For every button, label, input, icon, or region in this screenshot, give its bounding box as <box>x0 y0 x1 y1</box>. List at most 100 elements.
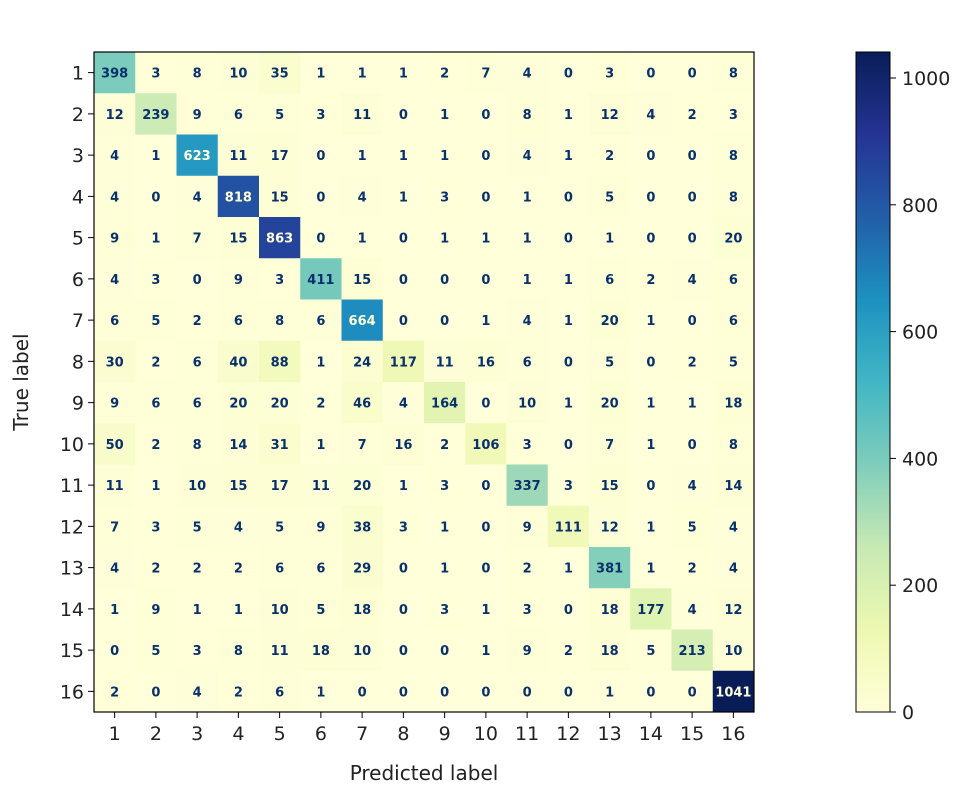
heatmap-cell <box>465 93 507 135</box>
cell-value-label: 0 <box>481 520 490 535</box>
cell-value-label: 411 <box>307 273 334 288</box>
cell-value-label: 2 <box>688 108 697 123</box>
cell-value-label: 12 <box>724 603 742 618</box>
cell-value-label: 1 <box>151 149 160 164</box>
cell-value-label: 6 <box>234 314 243 329</box>
heatmap-cell <box>465 340 507 383</box>
heatmap-cell <box>424 175 466 218</box>
heatmap-cell <box>300 464 342 507</box>
heatmap-cell <box>382 340 425 383</box>
cell-value-label: 0 <box>688 232 697 247</box>
heatmap-cell <box>300 547 342 589</box>
cell-value-label: 5 <box>151 644 160 659</box>
cell-value-label: 0 <box>564 603 573 618</box>
colorbar-tick-label: 1000 <box>902 68 950 90</box>
heatmap-cell <box>382 258 425 300</box>
cell-value-label: 6 <box>316 314 325 329</box>
heatmap-cell <box>506 505 549 548</box>
heatmap-cell <box>382 382 425 424</box>
heatmap-cell <box>176 340 219 383</box>
heatmap-cell <box>94 382 136 424</box>
cell-value-label: 0 <box>399 562 408 577</box>
cell-value-label: 50 <box>106 438 124 453</box>
heatmap-cell <box>382 175 425 218</box>
heatmap-cell <box>94 505 136 548</box>
cell-value-label: 0 <box>481 108 490 123</box>
cell-value-label: 17 <box>271 479 289 494</box>
cell-value-label: 16 <box>394 438 412 453</box>
cell-value-label: 2 <box>234 685 243 700</box>
cell-value-label: 1 <box>316 438 325 453</box>
x-tick-label: 13 <box>598 723 622 745</box>
heatmap-cell <box>176 464 219 507</box>
cell-value-label: 12 <box>601 520 619 535</box>
cell-value-label: 5 <box>646 644 655 659</box>
heatmap-cell <box>259 547 301 589</box>
cell-value-label: 2 <box>193 562 202 577</box>
cell-value-label: 3 <box>605 67 614 82</box>
x-axis-ticks: 1 2 3 4 5 6 7 8 9 10 11 12 13 14 15 16 <box>109 712 745 745</box>
heatmap-cell <box>547 588 590 630</box>
heatmap-cell <box>94 258 136 300</box>
heatmap-cell <box>506 340 549 383</box>
heatmap-cell <box>300 629 342 672</box>
heatmap-cell <box>135 217 177 259</box>
cell-value-label: 30 <box>106 355 124 370</box>
heatmap-cell <box>94 423 136 465</box>
heatmap-cell <box>382 588 425 630</box>
heatmap-cell <box>217 382 260 424</box>
heatmap-cell <box>671 547 714 589</box>
heatmap-cell <box>382 93 425 135</box>
colorbar-tick-label: 0 <box>902 702 914 724</box>
cell-value-label: 1 <box>358 232 367 247</box>
heatmap-cell <box>630 670 672 713</box>
heatmap-cell <box>547 505 590 548</box>
cell-value-label: 2 <box>151 562 160 577</box>
colorbar <box>855 51 891 713</box>
cell-value-label: 6 <box>605 273 614 288</box>
cell-value-label: 6 <box>193 397 202 412</box>
cell-value-label: 2 <box>234 562 243 577</box>
cell-value-label: 0 <box>399 314 408 329</box>
heatmap-cell <box>671 134 714 177</box>
heatmap-cell <box>217 505 260 548</box>
cell-value-label: 4 <box>688 603 697 618</box>
cell-value-label: 2 <box>688 355 697 370</box>
cell-value-label: 0 <box>564 67 573 82</box>
cell-value-label: 117 <box>390 355 417 370</box>
heatmap-cell <box>217 93 260 135</box>
heatmap-cell <box>712 175 755 218</box>
heatmap-cell <box>217 670 260 713</box>
cell-value-label: 0 <box>151 685 160 700</box>
cell-value-label: 2 <box>688 562 697 577</box>
heatmap-cell <box>341 93 384 135</box>
cell-value-label: 20 <box>601 397 619 412</box>
heatmap-cell <box>630 340 672 383</box>
cell-value-label: 3 <box>440 479 449 494</box>
cell-value-label: 8 <box>193 438 202 453</box>
heatmap-cell <box>547 423 590 465</box>
heatmap-cell <box>176 588 219 630</box>
cell-value-label: 12 <box>601 108 619 123</box>
heatmap-cell <box>217 134 260 177</box>
heatmap-cell <box>589 175 631 218</box>
heatmap-cell <box>506 217 549 259</box>
heatmap-cell <box>259 423 301 465</box>
cell-value-label: 6 <box>729 273 738 288</box>
heatmap-cell <box>300 175 342 218</box>
cell-value-label: 6 <box>193 355 202 370</box>
x-tick-label: 10 <box>474 723 498 745</box>
heatmap-cell <box>547 629 590 672</box>
colorbar-tick-label: 200 <box>902 575 938 597</box>
cell-value-label: 4 <box>110 562 119 577</box>
y-tick-label: 3 <box>72 145 84 167</box>
heatmap-cell <box>341 217 384 259</box>
cell-value-label: 1 <box>646 562 655 577</box>
cell-value-label: 1 <box>316 685 325 700</box>
cell-value-label: 9 <box>110 397 119 412</box>
heatmap-cell <box>465 175 507 218</box>
cell-value-label: 20 <box>601 314 619 329</box>
heatmap-cell <box>135 505 177 548</box>
cell-value-label: 4 <box>358 190 367 205</box>
cell-value-label: 818 <box>225 190 252 205</box>
